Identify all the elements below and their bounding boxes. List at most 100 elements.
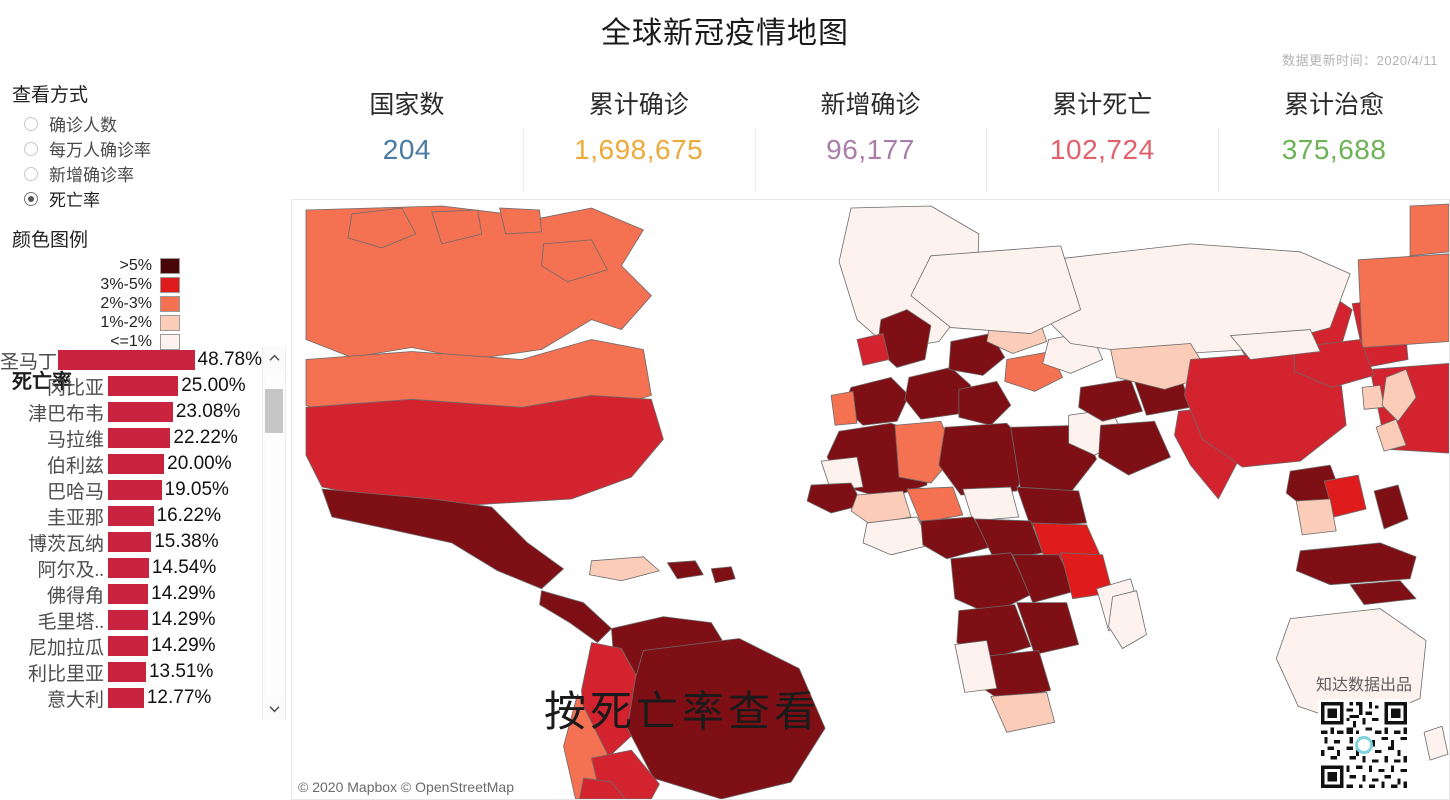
radio-unselected-icon[interactable] [24,141,38,156]
view-mode-option-2[interactable]: 新增确诊率 [24,161,290,186]
bar-country-label: 巴哈马 [46,481,104,503]
stat-value: 96,177 [826,134,915,165]
bar-track: 12.77% [108,687,262,708]
bar-list-scrollbar[interactable] [262,347,286,720]
legend-swatch [160,333,180,350]
bar-row[interactable]: 利比里亚 13.51% [0,659,262,685]
bar-track: 22.22% [108,427,262,448]
bar-country-label: 毛里塔.. [37,611,104,633]
bar-country-label: 佛得角 [46,585,104,607]
stat-label: 国家数 [369,92,445,119]
bar-row[interactable]: 佛得角 14.29% [0,581,262,607]
bar-value-label: 13.51% [148,661,214,682]
bar-row[interactable]: 马拉维 22.22% [0,425,262,451]
stat-total-confirmed: 累计确诊 1,698,675 [522,84,755,198]
bar-value-label: 12.77% [146,687,212,708]
bar-fill [108,428,171,448]
watermark-text: 知达数据出品 [1315,677,1412,694]
bar-fill [108,532,152,552]
bar-track: 14.29% [108,609,262,630]
bar-fill [108,662,146,682]
bar-country-label: 利比里亚 [27,663,104,685]
chevron-up-icon[interactable] [263,347,285,369]
bar-country-label: 博茨瓦纳 [27,533,104,555]
view-mode-option-3[interactable]: 死亡率 [24,186,290,211]
bar-row[interactable]: 圭亚那 16.22% [0,503,262,529]
view-mode-option-1[interactable]: 每万人确诊率 [24,136,290,161]
map-choropleth[interactable] [292,200,1449,799]
world-map[interactable]: 按死亡率查看 © 2020 Mapbox © OpenStreetMap 知达数… [291,199,1450,800]
radio-selected-icon[interactable] [24,191,38,206]
legend-row-0: >5% [12,256,290,275]
bar-row[interactable]: 伯利兹 20.00% [0,451,262,477]
map-overlay-label: 按死亡率查看 [543,690,820,736]
bar-track: 23.08% [108,401,262,422]
chevron-down-icon[interactable] [263,698,285,720]
bar-country-label: 冈比亚 [46,377,104,399]
stat-divider [986,128,988,192]
scrollbar-thumb[interactable] [265,389,283,433]
bar-value-label: 25.00% [181,375,246,396]
legend-label: 1%-2% [100,313,152,331]
bar-track: 19.05% [108,479,262,500]
bar-fill [108,688,144,708]
stat-label: 累计确诊 [588,92,689,119]
bar-row[interactable]: 尼加拉瓜 14.29% [0,633,262,659]
bar-value-label: 16.22% [156,505,221,526]
scrollbar-track[interactable] [265,371,283,696]
bar-row[interactable]: 博茨瓦纳 15.38% [0,529,262,555]
bar-value-label: 22.22% [173,427,238,448]
bar-track: 15.38% [108,531,262,552]
death-rate-bar-chart: 圣马丁岛 48.78% 冈比亚 25.00% 津巴布韦 23.08% 马拉维 22.22% 伯利… [0,347,290,720]
legend-swatch [160,276,180,293]
bar-country-label: 马拉维 [46,429,104,451]
stat-divider [754,128,756,192]
bar-row[interactable]: 巴哈马 19.05% [0,477,262,503]
stat-value: 204 [382,134,431,165]
legend-swatch [160,295,180,312]
stat-value: 375,688 [1281,134,1387,165]
bar-fill [108,454,165,474]
bar-list: 圣马丁岛 48.78% 冈比亚 25.00% 津巴布韦 23.08% 马拉维 22.22% 伯利… [0,347,262,711]
bar-value-label: 23.08% [175,401,241,422]
stat-divider [1218,128,1220,192]
bar-row[interactable]: 阿尔及.. 14.54% [0,555,262,581]
legend-row-2: 2%-3% [12,294,290,313]
bar-fill [108,506,154,526]
bar-value-label: 48.78% [197,349,262,370]
stat-total-recovered: 累计治愈 375,688 [1218,84,1450,198]
qr-center-dot [1355,736,1373,754]
bar-row[interactable]: 冈比亚 25.00% [0,373,262,399]
bar-row[interactable]: 津巴布韦 23.08% [0,399,262,425]
bar-row[interactable]: 圣马丁岛 48.78% [0,347,262,373]
view-mode-radio-group[interactable]: 确诊人数每万人确诊率 新增确诊率 死亡率 [24,111,290,211]
bar-track: 14.54% [108,557,262,578]
bar-country-label: 圭亚那 [46,507,104,529]
bar-row[interactable]: 毛里塔.. 14.29% [0,607,262,633]
left-panel: 查看方式 确诊人数 每万人确诊率 新增确诊率 死亡率 颜色图例 >5% 3%-5% 2%-… [0,80,290,800]
data-updated-time: 数据更新时间：2020/4/11 [1282,53,1438,68]
qr-code-icon [1318,699,1410,791]
stat-total-deaths: 累计死亡 102,724 [986,84,1218,198]
view-mode-option-0[interactable]: 确诊人数 [24,111,290,136]
bar-fill [108,558,149,578]
bar-track: 13.51% [108,661,262,682]
legend-title: 颜色图例 [12,230,89,251]
stat-label: 新增确诊 [820,92,921,119]
legend-row-3: 1%-2% [12,313,290,332]
bar-value-label: 20.00% [167,453,232,474]
legend-swatch [160,257,180,274]
bar-fill [108,402,173,422]
view-mode-option-label: 每万人确诊率 [49,141,151,160]
legend-label: 3%-5% [100,275,152,293]
legend-row-1: 3%-5% [12,275,290,294]
radio-unselected-icon[interactable] [24,166,38,181]
bar-country-label: 阿尔及.. [37,559,104,581]
stat-divider [522,128,524,192]
bar-value-label: 19.05% [164,479,229,500]
bar-value-label: 14.29% [151,583,216,604]
bar-track: 16.22% [108,505,262,526]
radio-unselected-icon[interactable] [24,116,38,131]
bar-row[interactable]: 意大利 12.77% [0,685,262,711]
